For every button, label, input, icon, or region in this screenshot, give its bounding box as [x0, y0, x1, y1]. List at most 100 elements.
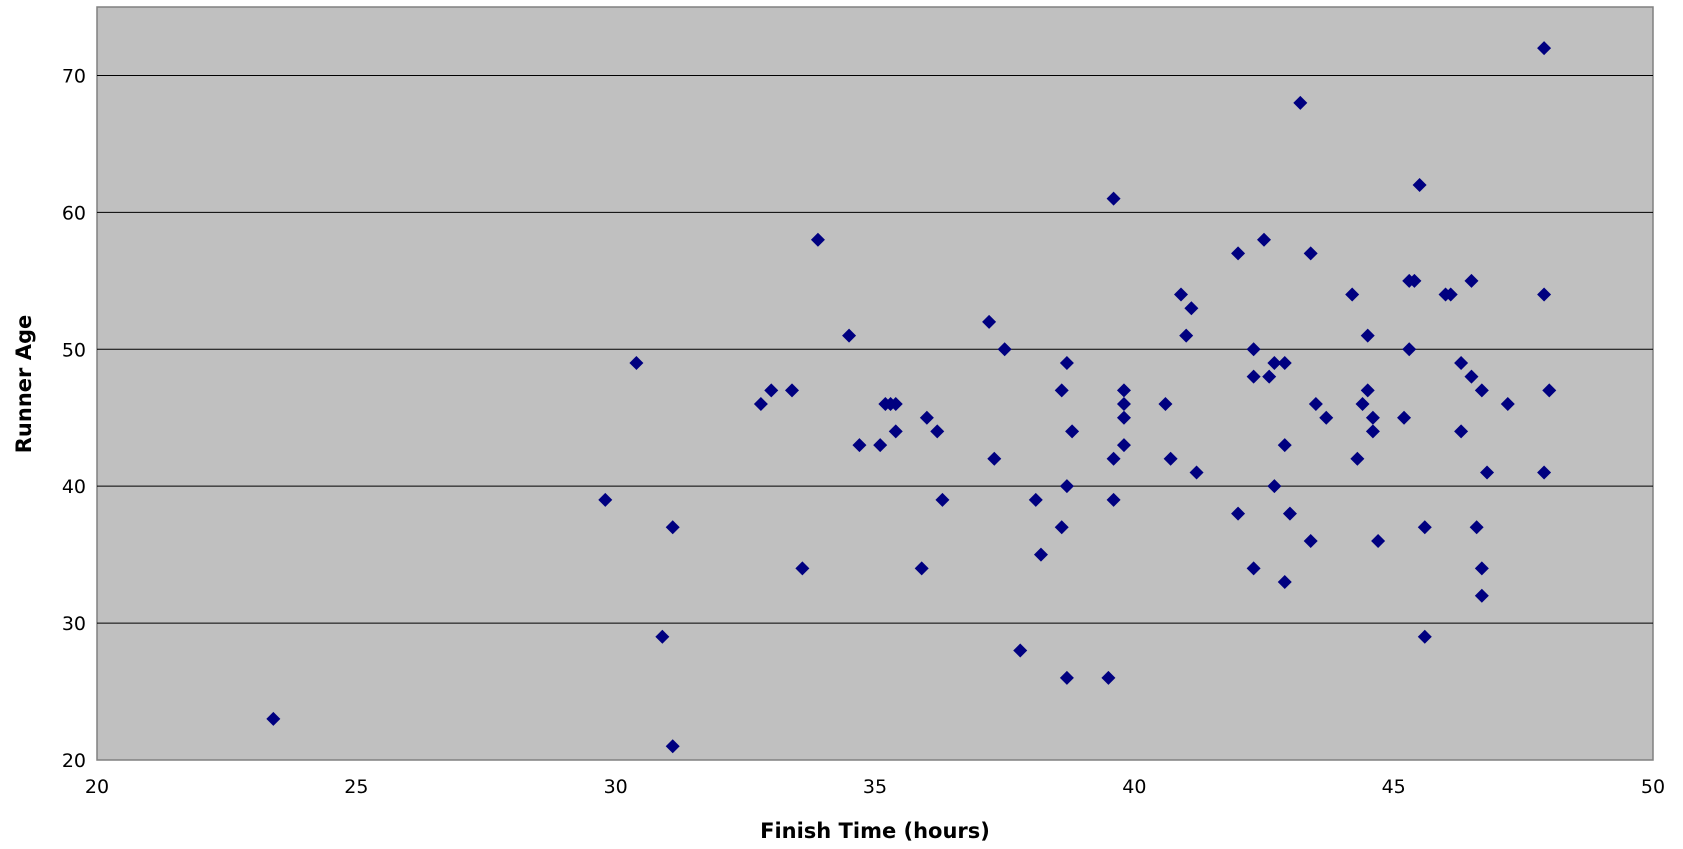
- x-tick-label: 20: [85, 776, 109, 798]
- data-point: [1542, 383, 1557, 398]
- data-point: [1262, 369, 1277, 384]
- data-point: [1277, 438, 1292, 453]
- y-axis-title: Runner Age: [12, 315, 36, 453]
- data-point: [1246, 342, 1261, 357]
- x-tick-label: 45: [1382, 776, 1406, 798]
- data-point: [1231, 506, 1246, 521]
- data-point: [1500, 397, 1515, 412]
- data-point: [1054, 383, 1069, 398]
- x-tick-label: 35: [863, 776, 887, 798]
- data-point: [1257, 232, 1271, 247]
- y-tick-label: 30: [62, 613, 86, 635]
- data-point: [1184, 301, 1199, 316]
- data-point: [1537, 465, 1552, 480]
- data-point: [842, 328, 857, 343]
- data-point: [1345, 287, 1360, 302]
- data-point: [1417, 520, 1432, 535]
- data-point: [1417, 629, 1432, 644]
- x-tick-label: 25: [344, 776, 368, 798]
- data-point: [1464, 273, 1479, 288]
- data-point: [1474, 588, 1489, 603]
- data-point: [1158, 397, 1173, 412]
- data-point: [1059, 355, 1074, 370]
- data-point: [1106, 191, 1121, 206]
- data-point: [1106, 451, 1121, 466]
- data-point: [873, 438, 888, 453]
- data-point: [1303, 246, 1318, 261]
- data-point: [1189, 465, 1204, 480]
- data-point: [1355, 397, 1370, 412]
- data-point: [930, 424, 945, 439]
- data-point: [1013, 643, 1028, 658]
- data-point: [1365, 410, 1380, 425]
- plot-area: [96, 6, 1654, 761]
- x-tick-label: 50: [1641, 776, 1665, 798]
- data-point: [982, 314, 997, 329]
- data-point: [1407, 273, 1422, 288]
- data-point: [1454, 424, 1469, 439]
- data-point: [1303, 533, 1318, 548]
- data-point: [1174, 287, 1189, 302]
- data-point: [1464, 369, 1479, 384]
- data-point: [598, 492, 613, 507]
- data-point: [1480, 465, 1495, 480]
- y-tick-label: 50: [62, 339, 86, 361]
- data-point: [1469, 520, 1484, 535]
- data-point: [795, 561, 810, 576]
- data-point: [1412, 177, 1427, 192]
- data-point: [1163, 451, 1178, 466]
- y-tick-label: 40: [62, 476, 86, 498]
- data-point: [1246, 369, 1261, 384]
- data-point: [852, 438, 867, 453]
- data-point: [919, 410, 934, 425]
- data-point: [888, 397, 903, 412]
- data-point: [1231, 246, 1246, 261]
- x-axis-title: Finish Time (hours): [760, 819, 990, 843]
- data-point: [655, 629, 670, 644]
- data-point: [629, 355, 644, 370]
- data-point: [1365, 424, 1380, 439]
- data-point: [1360, 328, 1375, 343]
- data-point: [1277, 355, 1292, 370]
- x-tick-label: 30: [604, 776, 628, 798]
- data-point: [1246, 561, 1261, 576]
- data-point: [753, 397, 768, 412]
- data-point: [1059, 670, 1074, 685]
- data-point: [1537, 41, 1552, 56]
- y-tick-label: 20: [62, 750, 86, 772]
- data-point: [1028, 492, 1043, 507]
- data-points: [266, 41, 1557, 754]
- data-point: [1282, 506, 1297, 521]
- data-point: [764, 383, 779, 398]
- data-point: [1267, 479, 1282, 494]
- data-point: [1454, 355, 1469, 370]
- data-point: [1371, 533, 1386, 548]
- data-point: [888, 424, 903, 439]
- data-point: [665, 739, 680, 754]
- data-point: [1065, 424, 1080, 439]
- data-point: [1350, 451, 1365, 466]
- data-point: [1277, 575, 1292, 590]
- data-point: [914, 561, 929, 576]
- data-point: [266, 711, 281, 726]
- y-axis-tick-labels: 20 30 40 50 60 70: [62, 65, 86, 772]
- data-point: [1106, 492, 1121, 507]
- data-point: [1116, 383, 1131, 398]
- data-point: [785, 383, 800, 398]
- x-axis-tick-labels: 20 25 30 35 40 45 50: [85, 776, 1665, 798]
- data-point: [1267, 355, 1282, 370]
- data-point: [1319, 410, 1334, 425]
- data-point: [987, 451, 1002, 466]
- data-point: [1054, 520, 1069, 535]
- data-point: [1397, 410, 1412, 425]
- data-point: [1116, 438, 1131, 453]
- data-point: [1116, 410, 1131, 425]
- x-tick-label: 40: [1122, 776, 1146, 798]
- data-point: [1474, 383, 1489, 398]
- data-point: [1293, 95, 1308, 110]
- data-point: [1033, 547, 1048, 562]
- data-point: [1402, 342, 1417, 357]
- data-point: [1360, 383, 1375, 398]
- data-point: [1116, 397, 1131, 412]
